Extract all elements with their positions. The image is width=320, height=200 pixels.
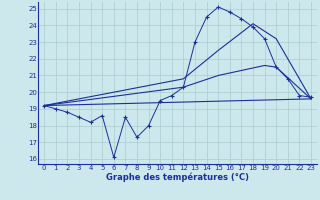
X-axis label: Graphe des températures (°C): Graphe des températures (°C)	[106, 173, 249, 182]
